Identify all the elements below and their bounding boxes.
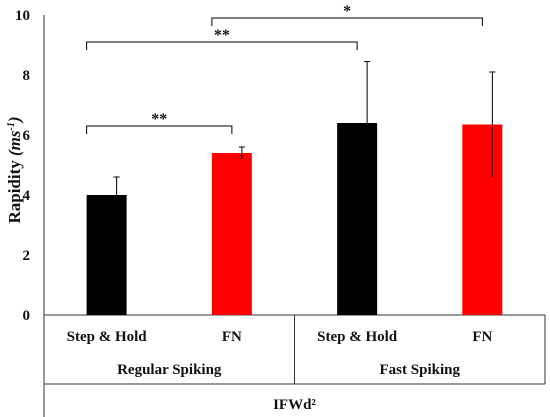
significance-bracket [86,125,233,134]
axes-layer: 0 2 4 6 8 10 [15,8,546,417]
significance-label: ** [151,111,167,128]
y-tick-label: 2 [23,248,31,264]
bar [337,123,378,315]
y-tick-label: 6 [23,128,31,144]
significance-layer: ***** [86,3,483,134]
bar [462,124,503,315]
y-tick-label: 10 [15,8,30,24]
group-label: Regular Spiking [117,362,222,378]
category-label: Step & Hold [67,329,148,345]
y-axis-label-sup: -1 [6,122,17,130]
category-label: FN [472,329,492,345]
y-tick-label: 4 [23,188,31,204]
group-label: Fast Spiking [380,362,461,378]
category-label: FN [222,329,242,345]
significance-bracket [86,41,358,50]
bars-layer [86,61,503,315]
y-tick-label: 0 [23,308,31,324]
y-axis-label-close: ) [5,116,24,124]
y-axis-label-main: Rapidity [5,156,24,224]
y-axis-label: Rapidity (ms-1) [5,116,24,223]
category-label: Step & Hold [317,329,398,345]
y-axis-label-unit: (ms [5,130,24,156]
bar [211,153,252,315]
significance-label: * [343,3,351,20]
significance-bracket [211,17,483,26]
labels-layer: Step & Hold FN Step & Hold FN Regular Spikin… [67,329,493,413]
y-tick-label: 8 [23,68,31,84]
outer-group-label: IFWd² [273,397,316,413]
significance-label: ** [214,27,230,44]
bar [86,195,127,315]
